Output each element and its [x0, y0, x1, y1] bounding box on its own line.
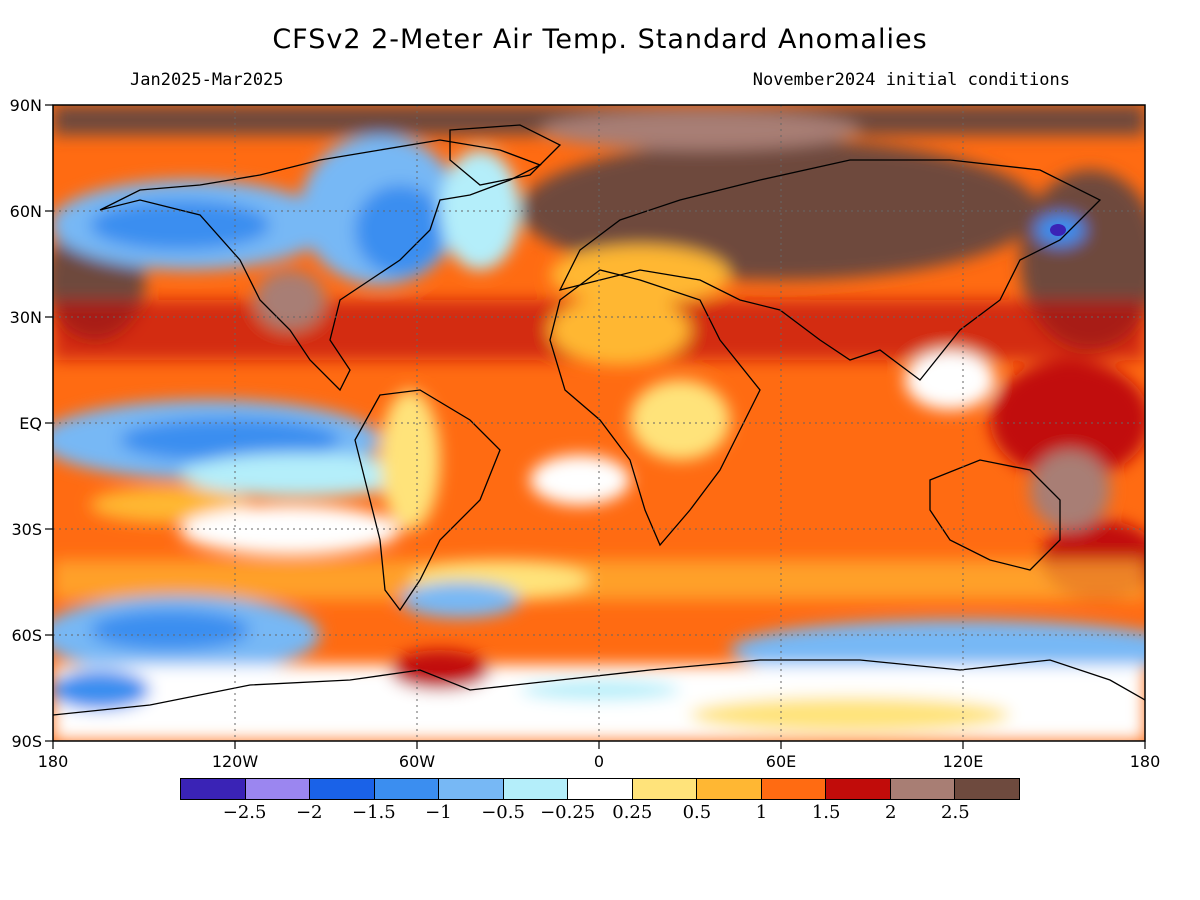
lon-label: 60W [399, 752, 435, 771]
coastlines [53, 124, 1145, 716]
forecast-period: Jan2025-Mar2025 [130, 70, 284, 90]
map-grid [53, 105, 1145, 741]
lon-label: 180 [38, 752, 69, 771]
lat-label: 60N [10, 202, 42, 221]
lon-label: 120W [212, 752, 259, 771]
legend-label: −1.5 [351, 802, 396, 823]
lat-label: EQ [19, 414, 42, 433]
lat-label: 90S [11, 732, 42, 751]
color-legend-bar [180, 778, 1020, 800]
legend-swatch [568, 779, 633, 799]
legend-swatch [181, 779, 246, 799]
lon-label: 180 [1130, 752, 1161, 771]
lon-label: 60E [766, 752, 796, 771]
lat-label: 30S [11, 520, 42, 539]
legend-label: −0.25 [540, 802, 596, 823]
lon-label: 0 [594, 752, 604, 771]
legend-label: 1.5 [811, 802, 841, 823]
lat-label: 30N [10, 308, 42, 327]
longitude-labels: 180 120W 60W 0 60E 120E 180 [38, 752, 1161, 771]
lat-label: 90N [10, 96, 42, 115]
anomaly-field [53, 105, 1145, 741]
legend-label: 2 [885, 802, 897, 823]
legend-swatch [632, 779, 698, 799]
color-legend-labels: −2.5 −2 −1.5 −1 −0.5 −0.25 0.25 0.5 1 1.5 2 2.5 [180, 802, 1020, 826]
legend-label: 2.5 [941, 802, 970, 823]
initial-conditions: November2024 initial conditions [752, 70, 1070, 90]
lat-label: 60S [11, 626, 42, 645]
legend-swatch [697, 779, 762, 799]
legend-label: 1 [755, 802, 768, 823]
legend-label: −2 [295, 802, 323, 823]
legend-swatch [310, 779, 375, 799]
legend-swatch [503, 779, 569, 799]
legend-swatch [245, 779, 311, 799]
legend-swatch [826, 779, 891, 799]
lon-label: 120E [943, 752, 984, 771]
legend-swatch [374, 779, 440, 799]
legend-label: −1 [425, 802, 452, 823]
chart-title: CFSv2 2-Meter Air Temp. Standard Anomali… [272, 24, 928, 55]
legend-label: −0.5 [481, 802, 525, 823]
latitude-labels: 90N 60N 30N EQ 30S 60S 90S [10, 96, 42, 751]
legend-label: 0.5 [682, 802, 712, 823]
legend-swatch [955, 779, 1019, 799]
legend-label: 0.25 [612, 802, 653, 823]
legend-label: −2.5 [222, 802, 267, 823]
legend-swatch [890, 779, 956, 799]
legend-swatch [761, 779, 827, 799]
legend-swatch [439, 779, 504, 799]
